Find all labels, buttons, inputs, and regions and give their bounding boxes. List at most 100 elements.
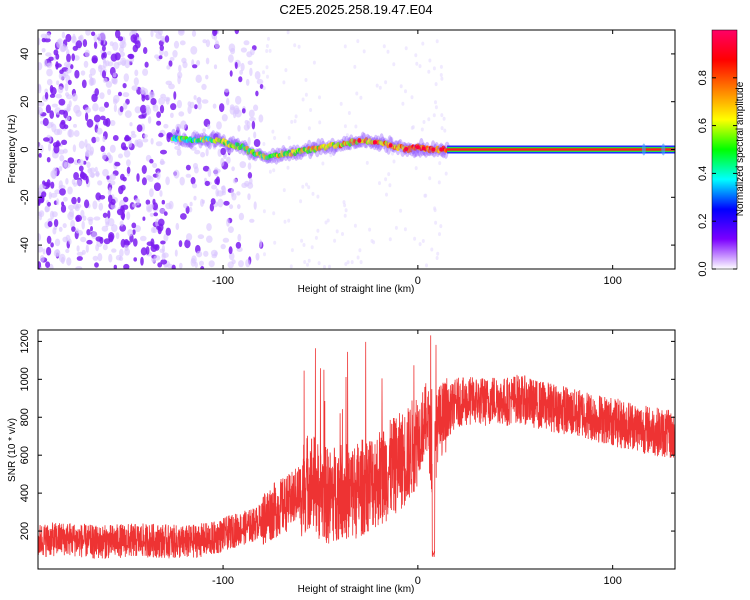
noise-blob: [59, 188, 66, 196]
noise-blob: [202, 165, 210, 172]
noise-blob: [111, 224, 118, 233]
noise-blob: [227, 226, 234, 234]
signal-peak: [421, 146, 426, 151]
noise-blob: [47, 201, 51, 207]
noise-blob: [435, 39, 439, 44]
noise-blob: [212, 103, 217, 109]
noise-blob: [112, 72, 117, 78]
noise-blob: [159, 248, 165, 253]
snr-y-axis-label: SNR (10 * v/v): [7, 418, 18, 482]
noise-blob: [98, 202, 104, 211]
noise-blob: [307, 185, 311, 190]
noise-blob: [316, 228, 320, 233]
noise-blob: [170, 112, 174, 119]
noise-blob: [102, 212, 108, 218]
signal-mark: [236, 142, 240, 147]
noise-blob: [392, 62, 396, 67]
noise-blob: [85, 30, 91, 36]
noise-blob: [309, 108, 313, 112]
noise-blob: [73, 182, 77, 187]
noise-blob: [132, 229, 136, 235]
noise-blob: [238, 260, 244, 268]
noise-blob: [436, 251, 440, 256]
noise-blob: [120, 205, 124, 212]
noise-blob: [254, 71, 261, 80]
noise-blob: [206, 235, 213, 243]
noise-blob: [258, 114, 264, 123]
noise-blob: [200, 151, 206, 158]
noise-blob: [55, 53, 60, 60]
noise-blob: [101, 70, 107, 79]
noise-blob: [126, 166, 131, 174]
noise-blob: [119, 248, 124, 257]
noise-blob: [161, 199, 165, 205]
noise-blob: [205, 39, 211, 48]
noise-blob: [134, 69, 139, 77]
noise-blob: [302, 243, 306, 247]
snr-y-ticks: 200 400 600 800 1000 1200: [19, 329, 675, 540]
noise-blob: [231, 166, 235, 172]
noise-blob: [231, 192, 237, 201]
noise-blob: [203, 250, 209, 257]
noise-blob: [339, 101, 343, 106]
noise-blob: [123, 263, 130, 269]
noise-blob: [255, 90, 259, 97]
noise-blob: [130, 133, 137, 138]
noise-blob: [185, 173, 192, 178]
noise-blob: [113, 104, 117, 113]
noise-blob: [434, 220, 438, 225]
colorbar-tick-label: 0.8: [697, 70, 709, 85]
snr-ytick-label: 200: [19, 522, 31, 540]
noise-blob: [391, 151, 394, 156]
noise-blob: [174, 249, 178, 257]
noise-blob: [284, 68, 288, 73]
noise-blob: [113, 62, 120, 69]
noise-blob: [196, 250, 203, 258]
noise-blob: [123, 150, 131, 158]
noise-blob: [40, 144, 44, 153]
noise-blob: [184, 239, 191, 249]
noise-blob: [65, 178, 69, 185]
noise-blob: [439, 64, 443, 69]
noise-blob: [58, 98, 66, 106]
noise-blob: [113, 94, 120, 104]
noise-blob: [434, 105, 438, 110]
noise-blob: [123, 196, 129, 203]
noise-blob: [287, 218, 291, 223]
spectrogram-ytick-label: 40: [19, 48, 31, 60]
noise-blob: [227, 261, 234, 269]
noise-blob: [193, 195, 197, 201]
noise-blob: [161, 252, 166, 261]
noise-blob: [118, 185, 124, 195]
noise-blob: [165, 97, 170, 105]
noise-blob: [140, 86, 146, 95]
spectrogram-marks: [38, 30, 675, 269]
spectrogram-xtick-label: -100: [212, 275, 234, 287]
noise-blob: [91, 31, 96, 37]
noise-blob: [124, 136, 130, 142]
noise-blob: [81, 249, 86, 255]
noise-blob: [432, 152, 436, 157]
noise-blob: [356, 255, 360, 260]
noise-blob: [77, 196, 81, 204]
noise-blob: [168, 200, 174, 210]
noise-blob: [415, 61, 419, 66]
noise-blob: [235, 95, 242, 105]
noise-blob: [50, 181, 55, 189]
colorbar: 0.0 0.2 0.4 0.6 0.8 Normalized spectral ampl…: [697, 29, 746, 277]
noise-blob: [122, 83, 127, 89]
noise-blob: [356, 39, 360, 44]
noise-blob: [259, 84, 264, 89]
noise-blob: [94, 88, 99, 97]
noise-blob: [144, 61, 149, 68]
spectrogram-xtick-label: 0: [415, 275, 421, 287]
noise-blob: [250, 48, 255, 56]
noise-blob: [63, 196, 68, 202]
noise-blob: [134, 106, 141, 114]
noise-blob: [124, 240, 131, 246]
noise-blob: [87, 167, 93, 174]
noise-blob: [428, 176, 432, 181]
noise-blob: [101, 45, 106, 52]
noise-blob: [439, 224, 443, 229]
noise-blob: [388, 237, 392, 242]
